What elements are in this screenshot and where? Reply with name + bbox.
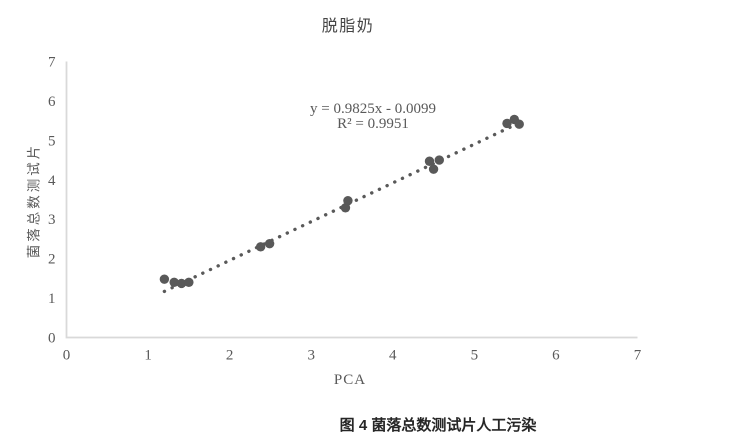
y-tick-label: 3 [48, 212, 56, 228]
chart-title: 脱脂奶 [321, 18, 375, 35]
x-tick-label: 2 [226, 348, 234, 364]
data-point [340, 203, 351, 213]
data-point [434, 155, 444, 165]
data-point [514, 119, 524, 129]
data-point [184, 277, 194, 287]
x-tick-label: 7 [634, 348, 642, 364]
x-tick-label: 0 [63, 348, 71, 364]
data-point [502, 118, 512, 129]
trendline-r-squared: R² = 0.9951 [337, 116, 409, 132]
data-point [159, 274, 170, 284]
axis-lines [65, 61, 638, 339]
x-tick-label: 4 [389, 348, 397, 364]
data-point [176, 278, 187, 289]
figure-caption: 图 4 菌落总数测试片人工污染 [339, 417, 537, 434]
y-tick-label: 1 [48, 291, 56, 307]
y-tick-label: 0 [48, 331, 56, 347]
data-point [343, 195, 353, 206]
trendline [162, 118, 527, 294]
y-tick-label: 2 [48, 252, 56, 268]
trendline-equation: y = 0.9825x - 0.0099 [310, 101, 436, 117]
data-point [255, 242, 266, 252]
y-tick-label: 4 [48, 173, 56, 189]
trendline-annotation: y = 0.9825x - 0.0099 R² = 0.9951 [288, 102, 458, 132]
x-axis-title: PCA [333, 372, 367, 388]
x-tick-label: 6 [552, 348, 560, 364]
y-tick-label: 7 [48, 55, 56, 71]
x-tick-label: 3 [307, 348, 315, 364]
data-point [424, 156, 435, 166]
y-tick-label: 6 [48, 94, 56, 110]
x-tick-label: 1 [144, 348, 152, 364]
y-axis-title: 菌落总数测试片 [26, 142, 42, 259]
y-tick-label: 5 [48, 133, 56, 149]
data-point [169, 277, 179, 287]
data-point [428, 164, 439, 174]
x-tick-label: 5 [471, 348, 479, 364]
data-point [264, 238, 275, 249]
